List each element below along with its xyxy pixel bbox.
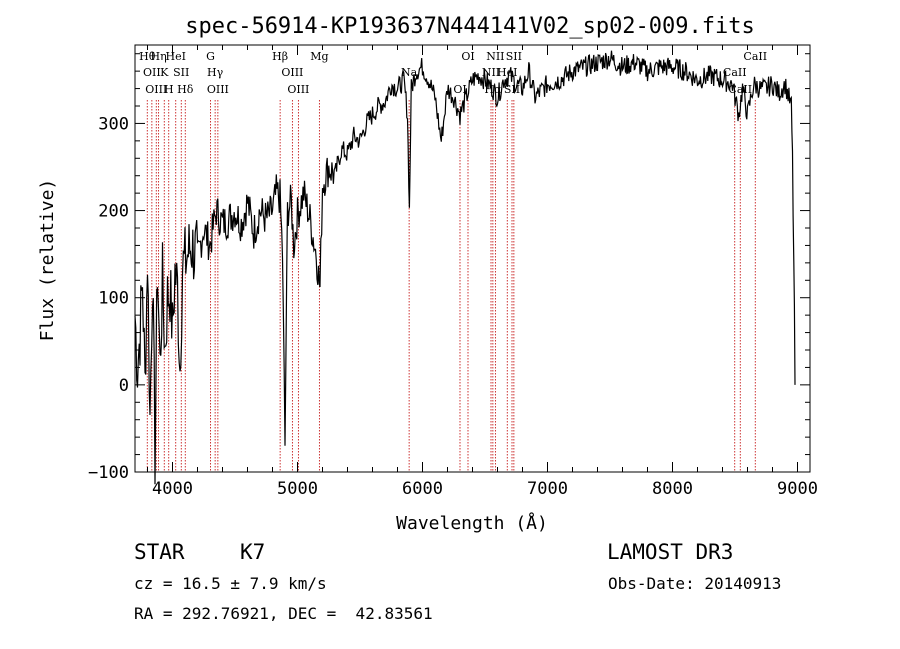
line-marker-labels: Hθ OII OIII Hη KH HeI SII Hδ G Hγ OIII Hβ OIII OIII Mg… — [139, 50, 767, 96]
line-marker-label: CaII — [723, 66, 747, 79]
line-marker-label: OIII — [281, 66, 303, 79]
line-marker-label: G — [206, 50, 215, 63]
line-marker-label: K — [160, 66, 169, 79]
redshift-readout: cz = 16.5 ± 7.9 km/s — [134, 574, 327, 593]
line-marker-label: OI — [453, 83, 466, 96]
line-marker-label: Mg — [310, 50, 328, 63]
x-tick-label: 4000 — [152, 479, 193, 499]
observation-date: Obs-Date: 20140913 — [608, 574, 782, 593]
object-class: STAR — [134, 540, 185, 564]
y-axis-label: Flux (relative) — [37, 179, 58, 342]
axis-ticks: 4000 5000 6000 7000 8000 9000 −100 0 100 200 300 — [88, 45, 818, 499]
x-tick-label: 7000 — [527, 479, 568, 499]
x-tick-label: 9000 — [777, 479, 818, 499]
line-marker-label: SII — [506, 50, 522, 63]
line-marker-label: OIII — [207, 83, 229, 96]
line-marker-label: Hη — [151, 50, 167, 63]
line-marker-label: HeI — [166, 50, 186, 63]
line-marker-label: Hγ — [207, 66, 224, 79]
line-marker-label: Hβ — [272, 50, 288, 63]
x-tick-label: 6000 — [402, 479, 443, 499]
line-marker-label: NII — [486, 50, 504, 63]
line-marker-label: OI — [461, 50, 474, 63]
line-marker-label: Hθ — [139, 50, 156, 63]
object-subclass: K7 — [240, 540, 266, 564]
spectrum-line — [134, 50, 796, 485]
line-marker-label: OIII — [145, 83, 167, 96]
line-marker-label: Hδ — [177, 83, 194, 96]
line-marker-label: OII — [143, 66, 161, 79]
line-marker-label: NII — [482, 66, 500, 79]
coordinates: RA = 292.76921, DEC = 42.83561 — [134, 604, 433, 623]
y-tick-label: −100 — [88, 463, 129, 483]
plot-frame — [134, 44, 811, 473]
y-tick-label: 0 — [119, 376, 129, 396]
survey-name: LAMOST DR3 — [607, 540, 734, 564]
line-marker-label: SII — [173, 66, 189, 79]
x-tick-label: 5000 — [277, 479, 318, 499]
line-marker-label: H — [164, 83, 174, 96]
x-tick-label: 8000 — [652, 479, 693, 499]
chart-title: spec-56914-KP193637N444141V02_sp02-009.f… — [185, 14, 755, 39]
line-markers — [146, 100, 756, 472]
line-marker-label: CaII — [743, 50, 767, 63]
y-tick-label: 200 — [98, 202, 129, 222]
y-tick-label: 300 — [98, 114, 129, 134]
y-tick-label: 100 — [98, 289, 129, 309]
line-marker-label: OIII — [287, 83, 309, 96]
x-axis-label: Wavelength (Å) — [396, 512, 548, 534]
